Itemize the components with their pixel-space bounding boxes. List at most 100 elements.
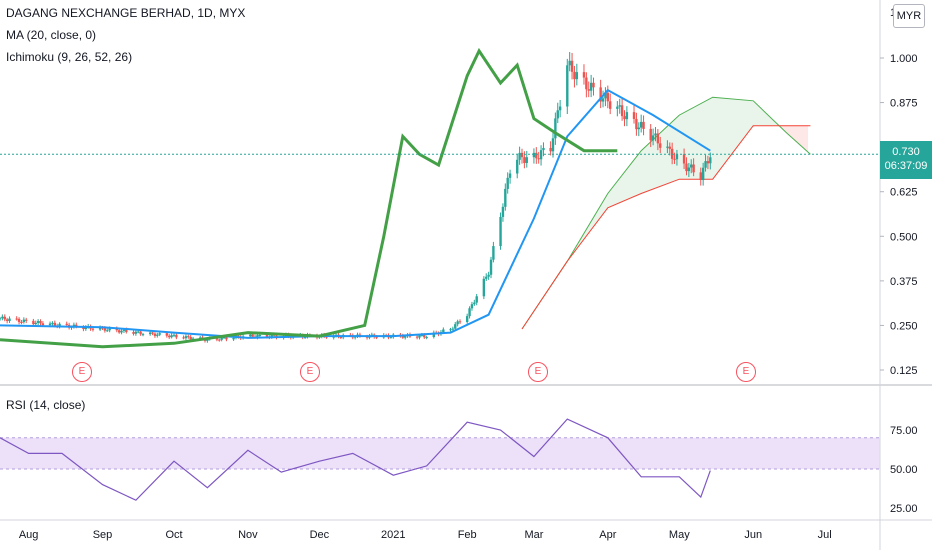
candle-body	[5, 319, 9, 321]
candle-body	[504, 188, 507, 207]
candle-body	[249, 334, 252, 337]
candle-body	[499, 216, 502, 247]
candle-body	[1, 316, 4, 319]
candle-body	[637, 127, 640, 130]
candle-body	[654, 133, 657, 136]
candle-body	[620, 105, 624, 117]
candle-body	[120, 330, 123, 333]
candle-body	[589, 82, 593, 91]
candle-body	[117, 330, 121, 333]
candle-body	[91, 328, 95, 330]
candle-body	[48, 323, 52, 326]
candle-body	[709, 157, 712, 164]
candle-body	[532, 152, 536, 158]
candle-body	[132, 332, 135, 334]
candle-body	[523, 157, 526, 163]
candle-body	[32, 320, 35, 325]
candle-body	[215, 338, 219, 340]
candle-body	[442, 329, 445, 333]
candle-body	[673, 158, 676, 160]
candle-body	[206, 339, 209, 341]
candle-body	[639, 121, 643, 128]
candle-body	[65, 323, 68, 325]
candle-body	[473, 302, 476, 305]
time-tick-label: Jun	[744, 529, 762, 541]
time-tick-label: 2021	[381, 529, 405, 541]
candle-body	[106, 330, 109, 332]
candle-body	[15, 318, 18, 320]
price-tick-label: 0.375	[890, 276, 918, 288]
candle-body	[651, 135, 655, 141]
candle-body	[98, 327, 102, 330]
candle-body	[148, 332, 152, 335]
candle-body	[339, 337, 343, 339]
time-tick-label: Oct	[165, 529, 182, 541]
candle-body	[690, 164, 693, 168]
candle-body	[34, 322, 37, 325]
candle-body	[682, 154, 686, 164]
price-badge-countdown: 06:37:09	[884, 160, 928, 172]
rsi-tick-label: 25.00	[890, 503, 918, 515]
candle-body	[632, 112, 636, 119]
time-tick-label: May	[669, 529, 690, 541]
ichimoku-span-b	[521, 125, 811, 330]
candle-body	[618, 105, 621, 107]
currency-button[interactable]: MYR	[893, 4, 925, 28]
candle-body	[558, 106, 562, 111]
candle-body	[137, 331, 140, 333]
candle-body	[404, 336, 407, 338]
candle-body	[599, 87, 602, 102]
earnings-marker[interactable]: E	[72, 362, 92, 382]
candle-body	[420, 334, 424, 336]
ma-legend[interactable]: MA (20, close, 0)	[6, 28, 97, 42]
candle-body	[125, 329, 128, 333]
time-tick-label: Aug	[19, 529, 39, 541]
ichimoku-legend[interactable]: Ichimoku (9, 26, 52, 26)	[6, 50, 133, 64]
candle-body	[156, 334, 159, 336]
rsi-line	[0, 418, 711, 501]
candle-body	[468, 308, 471, 317]
candle-body	[465, 316, 469, 323]
candle-body	[485, 276, 488, 279]
candle-body	[706, 161, 710, 164]
candle-body	[451, 328, 455, 330]
candle-body	[75, 324, 78, 327]
earnings-marker[interactable]: E	[528, 362, 548, 382]
candle-body	[518, 152, 521, 160]
price-tick-label: 0.500	[890, 231, 918, 243]
candle-body	[225, 337, 228, 340]
earnings-marker[interactable]: E	[300, 362, 320, 382]
candle-body	[535, 152, 538, 159]
candle-body	[17, 318, 21, 322]
rsi-legend[interactable]: RSI (14, close)	[6, 398, 86, 412]
candle-body	[573, 71, 576, 80]
candle-body	[41, 323, 45, 326]
candle-body	[134, 331, 138, 334]
candle-body	[551, 138, 555, 152]
candle-body	[489, 259, 493, 275]
candle-body	[22, 319, 26, 323]
candle-body	[353, 336, 357, 338]
earnings-marker[interactable]: E	[736, 362, 756, 382]
candle-body	[103, 327, 107, 331]
candle-body	[182, 337, 185, 339]
candle-body	[492, 246, 495, 260]
candle-body	[8, 318, 11, 321]
candle-body	[458, 321, 462, 323]
time-tick-label: Mar	[524, 529, 543, 541]
candle-body	[537, 158, 540, 160]
candle-body	[659, 143, 662, 148]
candle-body	[20, 321, 23, 323]
candle-body	[687, 167, 691, 172]
candle-body	[418, 335, 421, 338]
candle-body	[685, 163, 688, 172]
candle-body	[199, 337, 202, 339]
candle-body	[692, 164, 695, 173]
candle-body	[423, 334, 426, 338]
rsi-tick-label: 50.00	[890, 464, 918, 476]
candle-body	[587, 89, 590, 91]
candle-body	[454, 324, 457, 329]
candle-body	[666, 146, 669, 148]
candle-body	[554, 118, 557, 139]
candle-body	[222, 337, 226, 339]
